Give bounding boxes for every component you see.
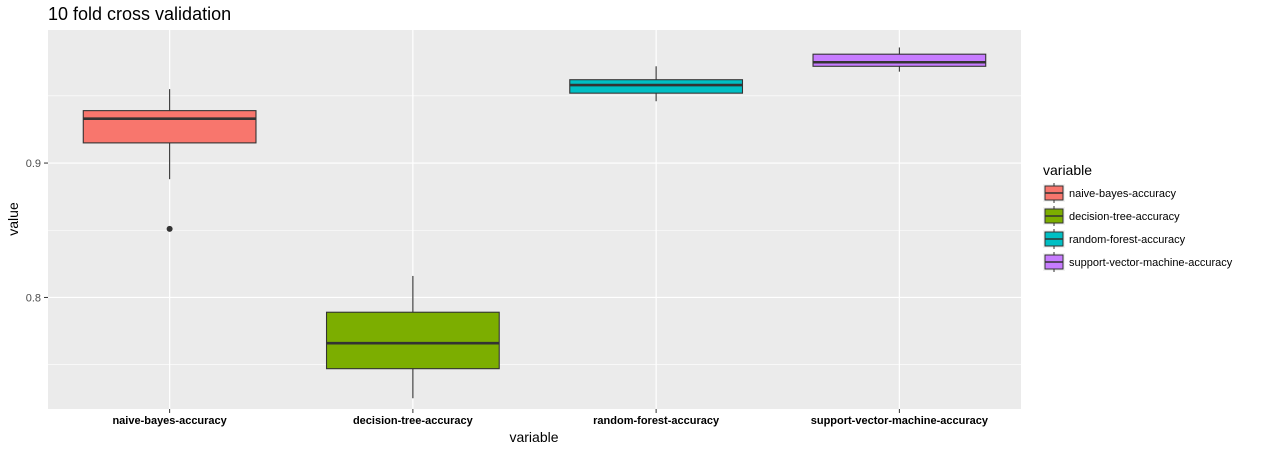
iqr-box <box>325 311 500 370</box>
plot-panel <box>48 30 1021 409</box>
legend-label: random-forest-accuracy <box>1069 234 1186 246</box>
x-tick-label: random-forest-accuracy <box>593 415 720 427</box>
y-axis-title: value <box>5 202 21 236</box>
box-random-forest-accuracy <box>569 66 744 102</box>
chart-title: 10 fold cross validation <box>48 4 231 24</box>
legend-label: decision-tree-accuracy <box>1069 211 1180 223</box>
x-tick-label: support-vector-machine-accuracy <box>811 415 989 427</box>
x-tick-label: decision-tree-accuracy <box>353 415 474 427</box>
legend-item-support-vector-machine-accuracy: support-vector-machine-accuracy <box>1043 252 1233 272</box>
legend-item-naive-bayes-accuracy: naive-bayes-accuracy <box>1043 183 1176 203</box>
box-support-vector-machine-accuracy <box>812 47 987 72</box>
box-naive-bayes-accuracy <box>82 89 257 232</box>
legend: naive-bayes-accuracy decision-tree-accura… <box>1043 183 1233 272</box>
y-axis-ticks: 0.8 0.9 <box>26 158 48 304</box>
iqr-box <box>82 110 257 144</box>
x-tick-label: naive-bayes-accuracy <box>112 415 227 427</box>
box-decision-tree-accuracy <box>325 275 500 399</box>
legend-item-random-forest-accuracy: random-forest-accuracy <box>1043 229 1186 249</box>
legend-label: naive-bayes-accuracy <box>1069 188 1176 200</box>
legend-label: support-vector-machine-accuracy <box>1069 257 1233 269</box>
x-axis-ticks: naive-bayes-accuracy decision-tree-accura… <box>112 409 989 427</box>
iqr-box <box>569 79 744 94</box>
x-axis-title: variable <box>509 429 558 445</box>
outlier-point <box>166 225 173 232</box>
box-series <box>82 47 987 399</box>
legend-title: variable <box>1043 162 1092 178</box>
y-tick-label: 0.8 <box>26 292 41 304</box>
y-tick-label: 0.9 <box>26 158 41 170</box>
iqr-box <box>812 53 987 67</box>
legend-item-decision-tree-accuracy: decision-tree-accuracy <box>1043 206 1180 226</box>
